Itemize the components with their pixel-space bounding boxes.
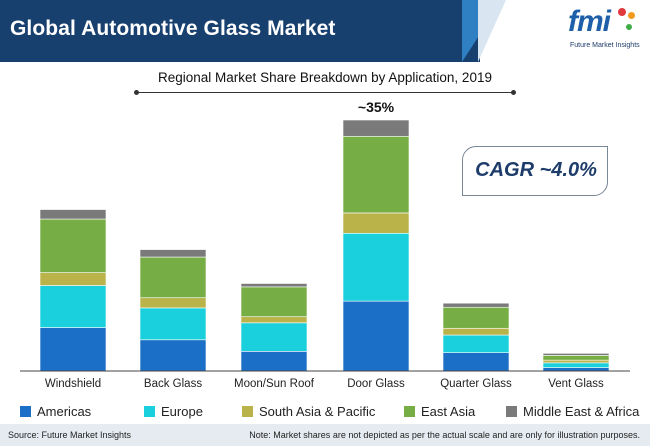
x-tick-label-door-glass: Door Glass — [347, 378, 405, 390]
footer-bar: Source: Future Market Insights Note: Mar… — [0, 424, 650, 446]
x-tick-label-moon-sun-roof: Moon/Sun Roof — [234, 378, 315, 390]
header-band — [0, 0, 480, 62]
legend-swatch-east-asia — [404, 405, 415, 417]
bar-back-glass-americas — [139, 339, 207, 372]
logo-dot-orange — [628, 12, 635, 19]
header-decor-light — [478, 0, 506, 62]
legend-item-europe: Europe — [144, 403, 203, 419]
chart-legend: Americas Europe South Asia & Pacific Eas… — [20, 403, 640, 419]
legend-swatch-south-asia-pacific — [242, 405, 253, 417]
bar-windshield-south-asia-pacific — [39, 272, 107, 286]
legend-swatch-middle-east-africa — [506, 405, 517, 417]
note-text: Note: Market shares are not depicted as … — [249, 430, 640, 440]
fmi-logo: fmi Future Market Insights — [568, 4, 648, 54]
bar-windshield-east-asia — [39, 218, 107, 273]
bar-moon-sun-roof-south-asia-pacific — [240, 316, 308, 324]
bar-vent-glass-europe — [542, 362, 610, 368]
bar-vent-glass-south-asia-pacific — [542, 359, 610, 364]
legend-label-middle-east-africa: Middle East & Africa — [523, 403, 640, 419]
annotation-door-glass: ~35% — [358, 99, 395, 115]
logo-dot-green — [626, 24, 632, 30]
bar-door-glass-east-asia — [342, 135, 410, 214]
rule-dot-right — [511, 90, 516, 95]
chart-annotations: ~35% — [358, 99, 395, 115]
x-tick-label-windshield: Windshield — [45, 378, 101, 390]
x-tick-label-vent-glass: Vent Glass — [548, 378, 604, 390]
chart-title-rule — [138, 92, 512, 93]
cagr-text: CAGR ~4.0% — [475, 159, 597, 181]
cagr-callout: CAGR ~4.0% — [462, 146, 608, 196]
bar-moon-sun-roof-middle-east-africa — [240, 283, 308, 288]
bar-windshield-middle-east-africa — [39, 209, 107, 220]
bar-back-glass-south-asia-pacific — [139, 297, 207, 309]
x-tick-label-quarter-glass: Quarter Glass — [440, 378, 512, 390]
logo-text: fmi — [568, 5, 611, 38]
logo-subtitle: Future Market Insights — [570, 42, 640, 49]
legend-swatch-americas — [20, 405, 31, 417]
bar-quarter-glass-europe — [442, 334, 510, 353]
chart-title-wrap: Regional Market Share Breakdown by Appli… — [130, 70, 520, 95]
legend-item-middle-east-africa: Middle East & Africa — [506, 403, 639, 419]
bar-moon-sun-roof-east-asia — [240, 286, 308, 318]
x-tick-label-back-glass: Back Glass — [144, 378, 202, 390]
legend-label-east-asia: East Asia — [421, 403, 476, 419]
legend-item-east-asia: East Asia — [404, 403, 475, 419]
bar-vent-glass-americas — [542, 367, 610, 372]
source-text: Source: Future Market Insights — [8, 430, 132, 440]
logo-dot-red — [618, 8, 626, 16]
legend-label-south-asia-pacific: South Asia & Pacific — [259, 403, 376, 419]
bar-quarter-glass-americas — [442, 352, 510, 372]
page-title: Global Automotive Glass Market — [10, 17, 336, 40]
bar-quarter-glass-south-asia-pacific — [442, 327, 510, 336]
bar-vent-glass-east-asia — [542, 355, 610, 361]
bar-back-glass-middle-east-africa — [139, 249, 207, 258]
bar-quarter-glass-middle-east-africa — [442, 302, 510, 308]
bar-back-glass-europe — [139, 307, 207, 341]
bars-layer — [39, 119, 610, 372]
legend-label-americas: Americas — [37, 403, 92, 419]
bar-door-glass-south-asia-pacific — [342, 212, 410, 234]
bar-moon-sun-roof-americas — [240, 351, 308, 372]
legend-item-americas: Americas — [20, 403, 91, 419]
legend-label-europe: Europe — [161, 403, 203, 419]
x-tick-labels: Windshield Back Glass Moon/Sun Roof Door Gl… — [45, 378, 604, 390]
bar-quarter-glass-east-asia — [442, 306, 510, 329]
legend-item-south-asia-pacific: South Asia & Pacific — [242, 403, 375, 419]
header-banner: Global Automotive Glass Market fmi Futur… — [0, 0, 650, 62]
bar-door-glass-americas — [342, 300, 410, 372]
bar-back-glass-east-asia — [139, 256, 207, 299]
stacked-bar-chart: Windshield Back Glass Moon/Sun Roof Door Gl… — [20, 99, 630, 390]
bar-moon-sun-roof-europe — [240, 322, 308, 352]
bar-vent-glass-middle-east-africa — [542, 353, 610, 356]
bar-windshield-europe — [39, 285, 107, 328]
bar-door-glass-europe — [342, 232, 410, 302]
chart-title: Regional Market Share Breakdown by Appli… — [158, 70, 492, 85]
bar-door-glass-middle-east-africa — [342, 119, 410, 137]
bar-windshield-americas — [39, 327, 107, 372]
legend-swatch-europe — [144, 405, 155, 417]
rule-dot-left — [134, 90, 139, 95]
